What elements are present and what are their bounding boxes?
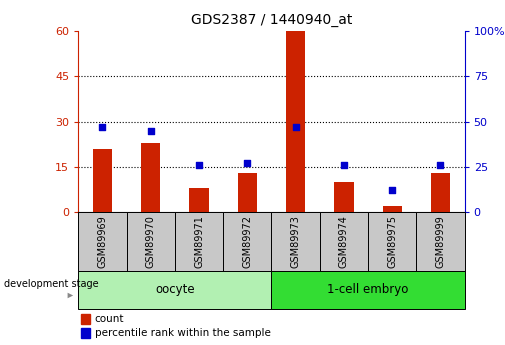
Bar <box>81 314 90 324</box>
Text: count: count <box>94 314 124 324</box>
Text: GSM89969: GSM89969 <box>97 215 108 268</box>
Point <box>243 160 251 166</box>
Text: GSM89975: GSM89975 <box>387 215 397 268</box>
Point <box>146 128 155 134</box>
Bar <box>382 206 402 212</box>
Bar <box>286 31 305 212</box>
Text: percentile rank within the sample: percentile rank within the sample <box>94 328 270 338</box>
Text: GSM89999: GSM89999 <box>435 215 445 268</box>
Bar <box>272 212 320 271</box>
Bar <box>368 212 416 271</box>
Bar <box>431 173 450 212</box>
Text: GSM89973: GSM89973 <box>290 215 300 268</box>
Text: GSM89972: GSM89972 <box>242 215 252 268</box>
Text: GSM89974: GSM89974 <box>339 215 349 268</box>
Text: GSM89971: GSM89971 <box>194 215 204 268</box>
Point <box>436 162 444 168</box>
Bar <box>223 212 272 271</box>
Bar <box>334 182 353 212</box>
Point <box>195 162 203 168</box>
Bar <box>175 212 223 271</box>
Text: 1-cell embryo: 1-cell embryo <box>327 283 409 296</box>
Bar <box>189 188 209 212</box>
Bar <box>78 212 127 271</box>
Bar <box>238 173 257 212</box>
Bar <box>141 143 161 212</box>
Title: GDS2387 / 1440940_at: GDS2387 / 1440940_at <box>191 13 352 27</box>
Bar <box>81 328 90 338</box>
Bar <box>272 271 465 309</box>
Point <box>388 188 396 193</box>
Bar <box>416 212 465 271</box>
Point <box>291 124 299 130</box>
Text: oocyte: oocyte <box>155 283 194 296</box>
Point <box>98 124 107 130</box>
Text: GSM89970: GSM89970 <box>146 215 156 268</box>
Point <box>340 162 348 168</box>
Bar <box>320 212 368 271</box>
Bar <box>78 271 272 309</box>
Bar <box>93 149 112 212</box>
Bar <box>127 212 175 271</box>
Text: development stage: development stage <box>4 279 98 289</box>
